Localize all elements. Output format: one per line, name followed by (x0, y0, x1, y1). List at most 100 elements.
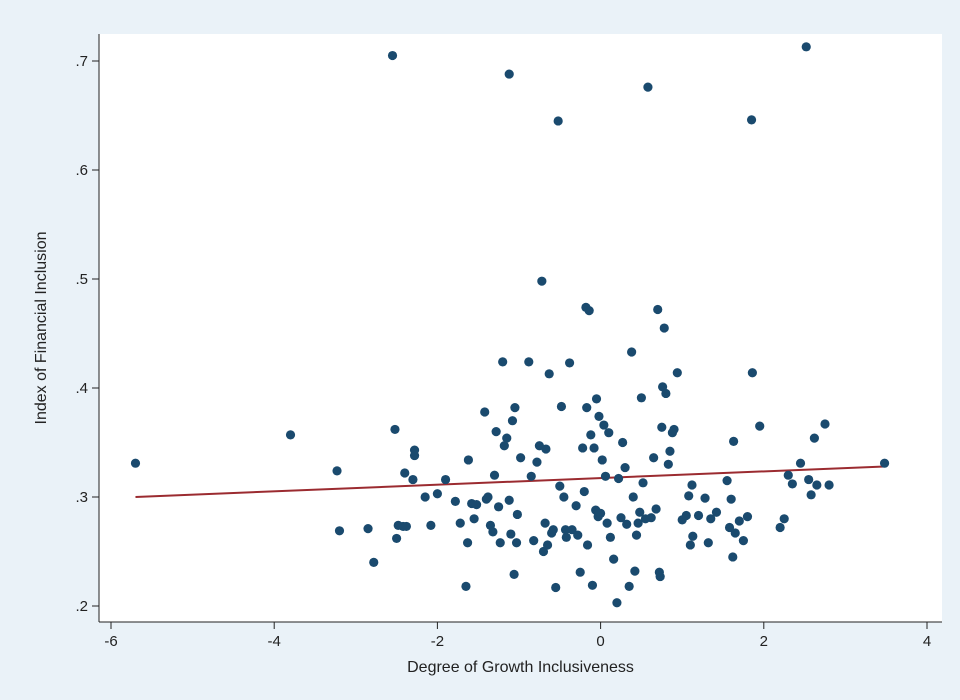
data-point (809, 433, 819, 443)
data-point (387, 50, 398, 61)
data-point (663, 459, 673, 469)
data-point (542, 540, 553, 550)
data-point (471, 500, 482, 510)
data-point (571, 501, 581, 511)
x-tick-label: -6 (104, 633, 117, 650)
data-point (582, 540, 593, 550)
data-point (334, 526, 345, 536)
data-point (584, 306, 594, 316)
data-point (567, 525, 577, 535)
data-point (489, 470, 500, 480)
data-point (502, 433, 512, 443)
data-point (504, 495, 514, 505)
data-point (564, 358, 575, 368)
data-point (779, 514, 789, 524)
data-point (806, 490, 816, 500)
data-point (426, 520, 436, 530)
data-point (559, 492, 569, 502)
y-tick-label: .2 (75, 598, 88, 615)
data-point (726, 494, 736, 504)
y-tick-label: .6 (75, 162, 88, 179)
data-point (544, 369, 554, 379)
data-point (509, 569, 519, 579)
data-point (332, 466, 342, 476)
data-point (616, 513, 626, 523)
data-point (594, 411, 604, 421)
data-point (638, 478, 648, 488)
data-point (553, 116, 563, 126)
data-point (556, 401, 567, 412)
data-point (700, 493, 710, 503)
data-point (661, 388, 671, 399)
data-point (738, 536, 749, 546)
data-point (420, 492, 430, 502)
data-point (516, 453, 526, 463)
data-point (724, 522, 735, 533)
data-point (507, 416, 518, 426)
data-point (541, 444, 551, 454)
data-point (627, 347, 637, 357)
data-point (529, 536, 539, 546)
data-point (369, 557, 379, 568)
data-point (613, 473, 624, 484)
data-point (631, 530, 642, 540)
data-point (651, 504, 661, 514)
data-point (620, 462, 630, 473)
data-point (665, 446, 675, 456)
y-tick-label: .5 (75, 271, 88, 288)
data-point (801, 42, 811, 52)
x-tick-label: 0 (596, 633, 604, 650)
data-point (646, 513, 656, 523)
data-point (653, 304, 663, 315)
data-point (130, 458, 141, 468)
data-point (755, 421, 765, 431)
data-point (555, 481, 565, 491)
data-point (600, 471, 611, 481)
data-point (285, 430, 296, 440)
y-tick-label: .4 (75, 380, 88, 397)
data-point (400, 468, 410, 478)
data-point (681, 510, 691, 521)
data-point (636, 393, 647, 403)
data-point (587, 580, 598, 590)
y-tick-label: .7 (75, 53, 88, 70)
data-point (363, 524, 373, 534)
data-point (524, 357, 534, 367)
data-point (591, 394, 602, 404)
data-point (390, 424, 400, 435)
x-tick-label: -4 (268, 633, 281, 650)
data-point (560, 525, 571, 535)
data-point (483, 492, 493, 502)
data-point (635, 507, 645, 517)
fit-line (135, 465, 885, 498)
data-point (599, 420, 609, 430)
data-point (605, 532, 615, 542)
data-point (622, 519, 632, 529)
data-point (879, 458, 890, 468)
data-point (488, 527, 498, 537)
data-point (657, 422, 667, 432)
data-point (659, 323, 669, 333)
data-point (589, 443, 599, 453)
data-point (728, 552, 738, 562)
data-point (578, 443, 588, 453)
data-point (596, 508, 606, 518)
data-point (685, 540, 695, 550)
data-point (783, 470, 793, 480)
data-point (706, 514, 716, 524)
data-point (504, 69, 514, 79)
data-point (401, 521, 411, 532)
data-point (499, 441, 509, 451)
data-point (579, 486, 589, 497)
data-point (688, 531, 698, 541)
data-point (461, 581, 471, 591)
data-point (633, 518, 643, 528)
data-point (463, 455, 474, 465)
data-point (734, 516, 744, 526)
axes-layer: -6 -4 -2 0 2 4 .2 .3 .4 .5 .6 .7 (75, 34, 942, 650)
data-point (649, 453, 659, 463)
data-point (455, 518, 465, 528)
data-point (573, 530, 583, 540)
x-tick-label: -2 (431, 633, 444, 650)
